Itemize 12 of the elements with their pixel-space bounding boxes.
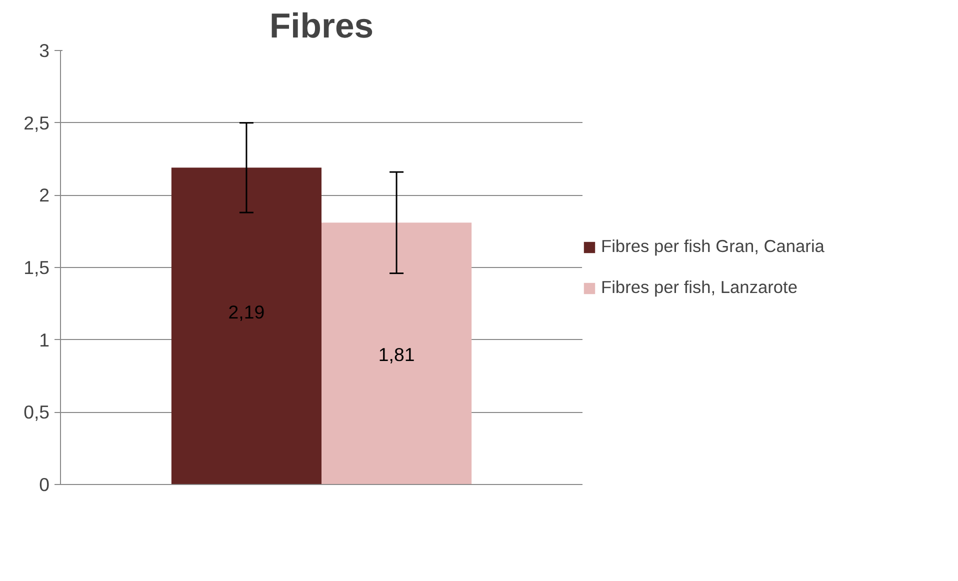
legend-label: Fibres per fish Gran, Canaria [601,236,824,257]
legend-label: Fibres per fish, Lanzarote [601,277,798,298]
y-tick-label: 3 [39,40,50,61]
y-tick-label: 0,5 [24,402,50,423]
chart-title: Fibres [270,8,374,46]
y-tick-label: 2,5 [24,112,50,134]
y-tick-label: 0 [39,474,50,495]
data-label: 1,81 [378,344,415,366]
data-label: 2,19 [228,302,265,323]
y-tick-label: 1 [39,329,50,350]
y-tick-label: 2 [39,184,50,206]
y-tick-label: 1,5 [24,257,50,278]
